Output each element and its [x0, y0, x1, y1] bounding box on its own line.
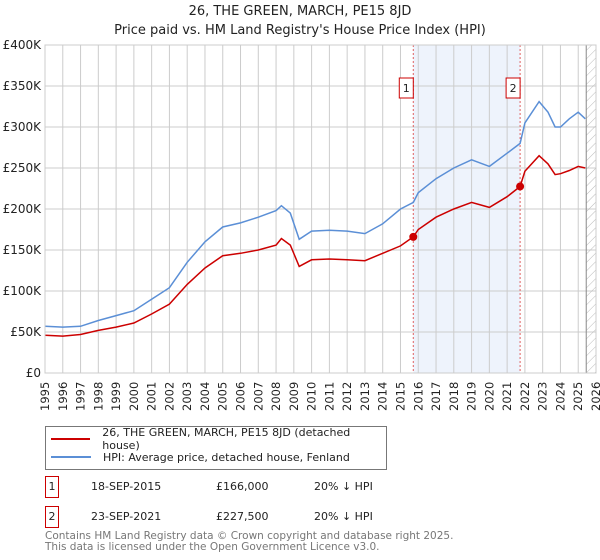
subtitle: Price paid vs. HM Land Registry's House … — [114, 23, 486, 38]
x-tick-label: 2021 — [500, 382, 514, 411]
sale-price: £166,000 — [216, 480, 269, 493]
sale-annotation-box — [505, 77, 521, 99]
sale-badge: 2 — [45, 506, 59, 528]
x-tick-label: 2007 — [251, 382, 265, 411]
sale-hpi-diff: 20% ↓ HPI — [314, 480, 373, 493]
x-tick-label: 1995 — [38, 382, 52, 411]
x-tick-label: 2016 — [411, 382, 425, 411]
footer-line: This data is licensed under the Open Gov… — [45, 541, 380, 553]
x-tick-label: 2024 — [553, 382, 567, 411]
series-line — [44, 100, 586, 328]
footer: Contains HM Land Registry data © Crown c… — [45, 531, 453, 553]
chart-svg: 1995 1996 1997 1998 1999 2000 2001 2002 2003 2004… — [3, 38, 600, 411]
x-tick-label: 1999 — [109, 382, 123, 411]
x-tick-label: 2004 — [198, 382, 212, 411]
legend-item-hpi: HPI: Average price, detached house, Fenl… — [51, 448, 350, 466]
x-tick-label: 2015 — [393, 382, 407, 411]
x-tick-label: 2014 — [376, 382, 390, 411]
forecast-hatch — [586, 45, 596, 373]
x-tick-label: 2012 — [340, 382, 354, 411]
sale-point — [409, 232, 418, 241]
sale-price: £227,500 — [216, 510, 269, 523]
legend-swatch-red — [51, 438, 91, 440]
legend-swatch-blue — [51, 456, 91, 458]
x-tick-label: 1998 — [91, 382, 105, 411]
x-tick-label: 2006 — [234, 382, 248, 411]
x-tick-label: 2001 — [145, 382, 159, 411]
sale-date: 18-SEP-2015 — [91, 480, 162, 493]
x-tick-label: 2013 — [358, 382, 372, 411]
sale-badge: 1 — [45, 476, 59, 498]
x-tick-label: 2008 — [269, 382, 283, 411]
y-tick-label: £200K — [3, 202, 43, 216]
y-tick-label: £250K — [3, 161, 43, 175]
sale-annotation-box — [398, 77, 414, 99]
y-tick-label: £350K — [3, 79, 43, 93]
x-tick-label: 2000 — [127, 382, 141, 411]
y-tick-label: £400K — [3, 38, 43, 52]
legend-item-property: 26, THE GREEN, MARCH, PE15 8JD (detached… — [51, 426, 386, 452]
x-tick-label: 2005 — [216, 382, 230, 411]
sale-date: 23-SEP-2021 — [91, 510, 162, 523]
x-tick-label: 2018 — [447, 382, 461, 411]
sale-point — [516, 182, 525, 191]
x-tick-label: 2009 — [287, 382, 301, 411]
y-tick-label: £300K — [3, 120, 43, 134]
x-tick-label: 1996 — [56, 382, 70, 411]
sale-annotation-label: 2 — [510, 82, 517, 95]
x-tick-label: 2010 — [305, 382, 319, 411]
x-tick-label: 2011 — [322, 382, 336, 411]
y-tick-label: £100K — [3, 284, 43, 298]
x-tick-label: 2002 — [162, 382, 176, 411]
sale-row: 2 23-SEP-2021 £227,500 20% ↓ HPI — [45, 506, 465, 528]
footer-line: Contains HM Land Registry data © Crown c… — [45, 530, 454, 542]
x-tick-label: 2025 — [571, 382, 585, 411]
x-tick-label: 2019 — [465, 382, 479, 411]
y-tick-label: £150K — [3, 243, 43, 257]
plot-frame — [44, 44, 597, 374]
legend: 26, THE GREEN, MARCH, PE15 8JD (detached… — [45, 426, 387, 470]
title: 26, THE GREEN, MARCH, PE15 8JD — [188, 4, 412, 19]
x-tick-label: 2022 — [518, 382, 532, 411]
sale-hpi-diff: 20% ↓ HPI — [314, 510, 373, 523]
x-tick-label: 2003 — [180, 382, 194, 411]
y-tick-label: £50K — [10, 325, 42, 339]
legend-label: 26, THE GREEN, MARCH, PE15 8JD (detached… — [102, 426, 351, 452]
series-line — [44, 154, 586, 337]
x-tick-label: 2023 — [536, 382, 550, 411]
x-tick-label: 2020 — [482, 382, 496, 411]
x-tick-label: 2026 — [589, 382, 600, 411]
sale-row: 1 18-SEP-2015 £166,000 20% ↓ HPI — [45, 476, 465, 498]
chart-title: 26, THE GREEN, MARCH, PE15 8JD Price pai… — [0, 2, 600, 40]
x-tick-label: 2017 — [429, 382, 443, 411]
x-tick-label: 1997 — [74, 382, 88, 411]
legend-label: HPI: Average price, detached house, Fenl… — [103, 450, 350, 464]
sale-annotation-label: 1 — [403, 82, 410, 95]
y-tick-label: £0 — [26, 366, 41, 380]
